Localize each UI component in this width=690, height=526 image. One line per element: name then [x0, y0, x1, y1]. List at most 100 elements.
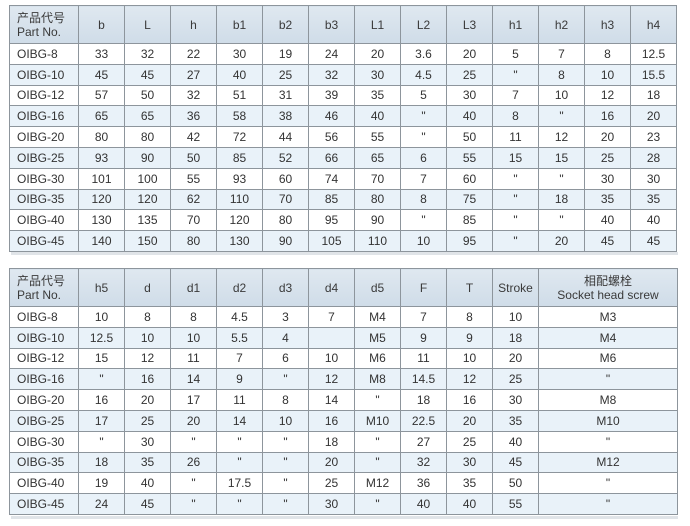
column-header: b3	[308, 5, 355, 44]
value-cell: 5.5	[216, 326, 263, 349]
value-cell: M8	[354, 368, 401, 391]
value-cell: 12.5	[78, 326, 125, 349]
value-cell: 150	[124, 230, 171, 252]
value-cell: 75	[446, 188, 493, 211]
value-cell: 8	[584, 43, 631, 65]
value-cell: "	[492, 63, 539, 86]
value-cell: 130	[216, 230, 263, 252]
value-cell: 10	[400, 230, 447, 252]
value-cell: 14	[308, 389, 355, 411]
value-cell: 40	[400, 493, 447, 515]
value-cell: 40	[354, 105, 401, 128]
value-cell: 22	[170, 43, 217, 65]
value-cell: "	[354, 493, 401, 515]
value-cell: 18	[78, 451, 125, 474]
column-header: 产品代号 Part No.	[9, 268, 79, 307]
value-cell: 20	[308, 451, 355, 474]
value-cell: 50	[446, 126, 493, 148]
value-cell: M4	[354, 306, 401, 328]
value-cell: 18	[400, 389, 447, 411]
header-row: 产品代号 Part No. h5 d d1 d2 d3 d4 d5 F T Stroke 相配螺栓 S…	[9, 268, 678, 307]
value-cell: 135	[124, 209, 171, 232]
value-cell: 39	[308, 84, 355, 107]
value-cell: 93	[78, 146, 125, 169]
value-cell: 9	[446, 326, 493, 349]
value-cell: 55	[492, 493, 539, 515]
value-cell: 60	[262, 167, 309, 190]
value-cell: 60	[446, 167, 493, 190]
value-cell: 25	[446, 63, 493, 86]
value-cell: 12	[584, 84, 631, 107]
value-cell: 27	[170, 63, 217, 86]
value-cell: 10	[538, 84, 585, 107]
value-cell: 35	[584, 188, 631, 211]
value-cell: 30	[446, 84, 493, 107]
table-row: OIBG-10 12.5 10 10 5.5 4 M5 9 9 18 M4	[9, 326, 678, 349]
table-shadow	[11, 516, 678, 519]
column-header: h5	[78, 268, 125, 307]
value-cell: 18	[630, 84, 677, 107]
value-cell: 20	[492, 347, 539, 370]
value-cell: 90	[354, 209, 401, 232]
value-cell: 44	[262, 126, 309, 148]
value-cell: M10	[354, 409, 401, 432]
value-cell: 40	[216, 63, 263, 86]
value-cell: 9	[216, 368, 263, 391]
column-header: d5	[354, 268, 401, 307]
value-cell: 35	[630, 188, 677, 211]
value-cell: 62	[170, 188, 217, 211]
part-number-cell: OIBG-10	[9, 326, 79, 349]
value-cell: "	[538, 430, 678, 453]
value-cell: 65	[354, 146, 401, 169]
value-cell: 85	[216, 146, 263, 169]
value-cell: 25	[492, 368, 539, 391]
value-cell: 10	[492, 306, 539, 328]
column-header: h2	[538, 5, 585, 44]
value-cell: 25	[446, 430, 493, 453]
value-cell: 8	[262, 389, 309, 411]
value-cell: 30	[354, 63, 401, 86]
table-row: OIBG-8 10 8 8 4.5 3 7 M4 7 8 10 M3	[9, 306, 678, 328]
value-cell: "	[492, 230, 539, 252]
table-row: OIBG-40 19 40 " 17.5 " 25 M12 36 35 50 "	[9, 472, 678, 495]
value-cell: 36	[170, 105, 217, 128]
table-row: OIBG-30 101 100 55 93 60 74 70 7 60 " " 30 30	[9, 167, 677, 190]
table-row: OIBG-20 16 20 17 11 8 14 " 18 16 30 M8	[9, 389, 678, 411]
value-cell: "	[216, 493, 263, 515]
value-cell: 10	[78, 306, 125, 328]
column-header: b2	[262, 5, 309, 44]
value-cell: 15	[78, 347, 125, 370]
value-cell: "	[170, 430, 217, 453]
column-header: d2	[216, 268, 263, 307]
value-cell: 50	[124, 84, 171, 107]
value-cell: 36	[400, 472, 447, 495]
value-cell: 16	[78, 389, 125, 411]
value-cell: 5	[400, 84, 447, 107]
value-cell: 66	[308, 146, 355, 169]
table-row: OIBG-8 33 32 22 30 19 24 20 3.6 20 5 7 8 12.5	[9, 43, 677, 65]
value-cell: 27	[400, 430, 447, 453]
value-cell: "	[400, 105, 447, 128]
value-cell: 16	[584, 105, 631, 128]
value-cell: 12	[446, 368, 493, 391]
column-header: h	[170, 5, 217, 44]
value-cell: 31	[262, 84, 309, 107]
column-header: h4	[630, 5, 677, 44]
table-row: OIBG-25 17 25 20 14 10 16 M10 22.5 20 35 M10	[9, 409, 678, 432]
value-cell: 80	[262, 209, 309, 232]
value-cell: 25	[124, 409, 171, 432]
value-cell: 17.5	[216, 472, 263, 495]
part-number-cell: OIBG-8	[9, 306, 79, 328]
value-cell: "	[78, 430, 125, 453]
value-cell: 95	[446, 230, 493, 252]
value-cell: 72	[216, 126, 263, 148]
value-cell: 25	[308, 472, 355, 495]
value-cell: 25	[262, 63, 309, 86]
value-cell: 52	[262, 146, 309, 169]
part-number-cell: OIBG-35	[9, 188, 79, 211]
value-cell: 95	[308, 209, 355, 232]
value-cell: "	[262, 430, 309, 453]
value-cell: 35	[492, 409, 539, 432]
value-cell: 23	[630, 126, 677, 148]
